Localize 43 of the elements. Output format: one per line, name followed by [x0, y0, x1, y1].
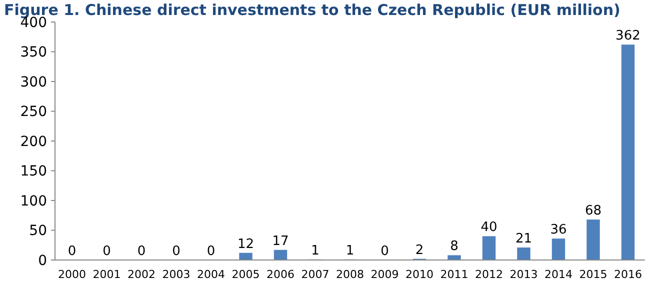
x-tick-label: 2012: [474, 268, 503, 281]
data-label: 8: [450, 239, 458, 254]
x-tick-label: 2001: [92, 268, 121, 281]
data-label: 0: [172, 244, 180, 259]
x-tick-label: 2000: [58, 268, 86, 281]
data-label: 0: [380, 244, 389, 259]
data-label: 2: [415, 242, 424, 258]
data-label: 1: [346, 243, 354, 258]
y-tick-label: 300: [20, 74, 47, 90]
y-tick-label: 150: [20, 164, 47, 180]
data-label: 68: [584, 204, 602, 219]
data-label: 362: [616, 28, 640, 44]
data-label: 0: [68, 244, 76, 259]
x-tick-label: 2005: [232, 268, 260, 281]
x-tick-label: 2009: [370, 268, 399, 281]
data-label: 1: [311, 243, 320, 258]
x-tick-label: 2015: [579, 268, 608, 281]
y-tick-label: 250: [20, 104, 47, 120]
data-label: 36: [550, 222, 567, 238]
x-tick-label: 2016: [614, 268, 642, 281]
x-tick-label: 2011: [440, 268, 468, 281]
y-tick-label: 50: [29, 223, 47, 240]
x-tick-label: 2002: [128, 268, 156, 281]
data-label: 0: [102, 244, 111, 259]
chart-title: Figure 1. Chinese direct investments to the Czech Republic (EUR million): [4, 1, 620, 19]
x-tick-label: 2004: [197, 268, 226, 281]
data-label: 0: [206, 244, 216, 259]
data-label: 12: [237, 236, 254, 252]
y-tick-label: 350: [20, 44, 47, 61]
data-label: 17: [272, 234, 289, 249]
data-label: 40: [480, 220, 498, 236]
x-tick-label: 2014: [544, 268, 572, 281]
x-tick-label: 2010: [405, 268, 434, 281]
x-tick-label: 2008: [336, 268, 364, 281]
y-tick-label: 0: [38, 252, 47, 269]
data-label: 0: [137, 244, 146, 259]
y-tick-label: 200: [20, 134, 47, 150]
y-tick-label: 100: [20, 193, 47, 210]
x-tick-label: 2013: [510, 268, 538, 281]
x-tick-label: 2003: [162, 268, 190, 281]
x-tick-label: 2006: [266, 268, 295, 281]
x-tick-label: 2007: [301, 268, 330, 281]
data-label: 21: [515, 232, 532, 247]
